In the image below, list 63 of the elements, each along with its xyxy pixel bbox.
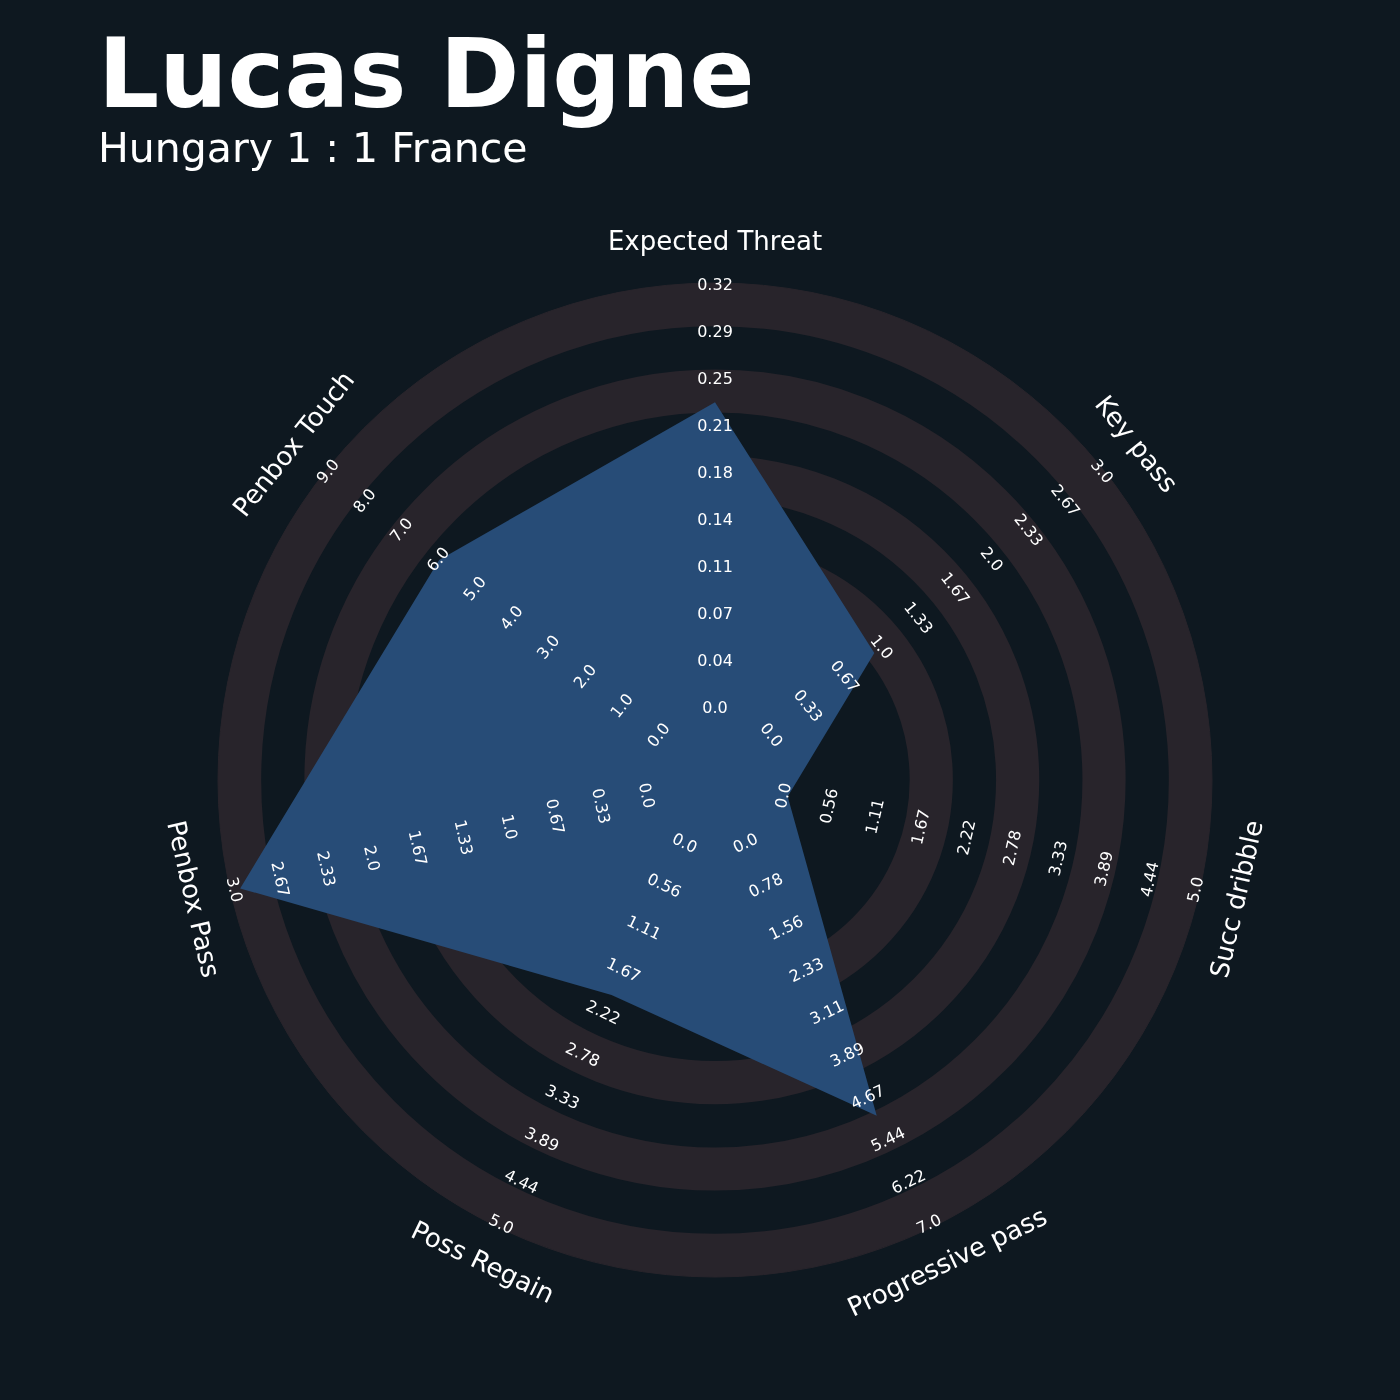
text: 1.0 — [866, 631, 898, 663]
text: 3.89 — [1090, 849, 1117, 889]
text: 1.11 — [861, 796, 888, 836]
text: 6.0 — [422, 543, 454, 575]
text: 7.0 — [913, 1209, 945, 1238]
text: 0.25 — [697, 369, 733, 389]
text: 0.33 — [587, 786, 615, 826]
text: 1.67 — [404, 828, 432, 868]
text: 0.0 — [643, 718, 674, 751]
text: 1.11 — [623, 911, 665, 944]
text: 2.78 — [562, 1038, 603, 1071]
text: 4.0 — [496, 601, 527, 634]
text: 1.67 — [907, 807, 934, 847]
text: 0.0 — [756, 718, 787, 751]
text: 0.0 — [702, 698, 728, 718]
text: 4.44 — [1136, 859, 1163, 899]
text: 0.56 — [815, 786, 843, 826]
text: 0.21 — [697, 416, 733, 436]
text: 1.56 — [765, 911, 807, 944]
text: 0.11 — [697, 557, 733, 577]
text: 2.22 — [583, 995, 624, 1029]
text: 3.89 — [827, 1038, 868, 1071]
text: 1.67 — [603, 953, 644, 987]
text: 0.0 — [634, 780, 660, 811]
text: 0.14 — [697, 510, 733, 530]
text: 5.0 — [459, 572, 491, 605]
text: 0.32 — [697, 275, 733, 295]
text: 2.67 — [267, 859, 294, 899]
text: 0.78 — [745, 868, 786, 902]
text: 2.0 — [360, 843, 385, 873]
text: 1.33 — [450, 817, 477, 857]
text: 2.33 — [313, 849, 340, 889]
text: 0.67 — [542, 796, 569, 836]
text: 7.0 — [385, 513, 417, 546]
text: 0.04 — [697, 651, 733, 671]
text: 9.0 — [312, 455, 344, 488]
text: 2.33 — [786, 953, 827, 987]
text: 4.44 — [501, 1165, 542, 1198]
text: 3.11 — [806, 995, 847, 1029]
text: 5.0 — [485, 1209, 517, 1238]
spoke-label: Expected Threat — [607, 225, 823, 256]
text: 6.22 — [888, 1165, 929, 1198]
text: 2.0 — [569, 660, 601, 693]
text: 3.33 — [1044, 838, 1072, 878]
text: 3.89 — [521, 1122, 563, 1156]
text: 3.0 — [1086, 455, 1118, 488]
text: 3.0 — [532, 631, 564, 663]
text: 3.33 — [542, 1080, 583, 1114]
text: 0.07 — [697, 604, 733, 624]
text: 1.0 — [497, 812, 522, 842]
text: 0.29 — [697, 322, 733, 342]
text: 0.18 — [697, 463, 733, 483]
text: 2.22 — [953, 817, 980, 857]
text: 2.78 — [998, 828, 1026, 868]
text: 0.56 — [644, 868, 685, 902]
text: 5.44 — [867, 1122, 909, 1156]
text: 0.0 — [770, 780, 796, 811]
text: 8.0 — [349, 484, 380, 517]
text: 0.0 — [729, 828, 761, 857]
text: 2.0 — [976, 543, 1008, 575]
text: 1.0 — [606, 689, 637, 722]
text: 4.67 — [847, 1080, 888, 1114]
text: 0.0 — [669, 828, 701, 857]
